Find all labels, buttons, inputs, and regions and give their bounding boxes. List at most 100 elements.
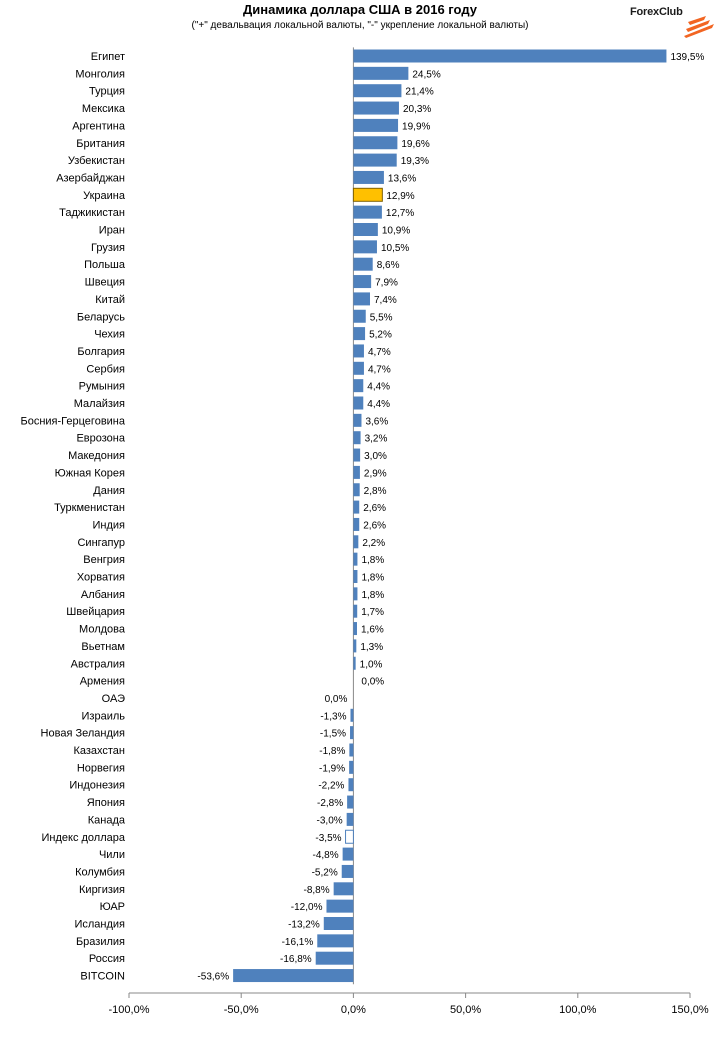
bar-индекс-доллара bbox=[345, 829, 354, 844]
category-label: Дания bbox=[93, 485, 125, 497]
value-label: 19,6% bbox=[401, 139, 429, 150]
bar-турция bbox=[353, 84, 402, 98]
category-label: Израиль bbox=[82, 710, 126, 722]
value-label: -8,8% bbox=[304, 885, 330, 896]
category-label: Молдова bbox=[79, 624, 126, 636]
category-label: Сербия bbox=[86, 363, 125, 375]
value-label: 0,0% bbox=[325, 694, 348, 705]
bar-исландия bbox=[323, 917, 354, 930]
value-label: 4,7% bbox=[368, 364, 391, 375]
bar-грузия bbox=[353, 240, 377, 254]
value-label: -3,0% bbox=[317, 815, 343, 826]
bars bbox=[233, 49, 667, 983]
value-label: 10,5% bbox=[381, 243, 409, 254]
value-label: 21,4% bbox=[405, 87, 433, 98]
value-label: -12,0% bbox=[291, 902, 323, 913]
value-label: 1,8% bbox=[361, 590, 384, 601]
value-label: 4,4% bbox=[367, 382, 390, 393]
value-label: 1,8% bbox=[361, 573, 384, 584]
category-label: Исландия bbox=[74, 919, 125, 931]
bar-польша bbox=[353, 257, 373, 271]
category-label: Польша bbox=[84, 259, 126, 271]
value-label: 1,6% bbox=[361, 625, 384, 636]
bar-беларусь bbox=[353, 309, 366, 323]
category-label: Аргентина bbox=[72, 120, 126, 132]
bar-новая-зеландия bbox=[350, 726, 354, 740]
category-label: ОАЭ bbox=[102, 693, 125, 705]
category-label: Колумбия bbox=[75, 866, 125, 878]
value-label: 5,5% bbox=[370, 312, 393, 323]
category-label: Казахстан bbox=[73, 745, 125, 757]
category-label: Еврозона bbox=[76, 433, 125, 445]
category-label: Австралия bbox=[71, 658, 125, 670]
bar-австралия bbox=[353, 656, 356, 670]
category-label: Вьетнам bbox=[81, 641, 125, 653]
category-label: Сингапур bbox=[77, 537, 125, 549]
bar-македония bbox=[353, 448, 361, 462]
value-label: 12,9% bbox=[386, 191, 414, 202]
bar-египет bbox=[353, 49, 667, 63]
value-label: 7,4% bbox=[374, 295, 397, 306]
x-tick-label: 150,0% bbox=[671, 1004, 709, 1016]
bar-азербайджан bbox=[353, 170, 384, 184]
bar-сингапур bbox=[353, 535, 359, 549]
category-label: Монголия bbox=[75, 68, 125, 80]
value-label: -13,2% bbox=[288, 920, 320, 931]
value-label: -4,8% bbox=[313, 850, 339, 861]
value-label: -1,8% bbox=[319, 746, 345, 757]
category-label: BITCOIN bbox=[80, 971, 125, 983]
x-tick-label: -100,0% bbox=[109, 1004, 150, 1016]
value-label: -16,1% bbox=[282, 937, 314, 948]
value-label: 1,7% bbox=[361, 607, 384, 618]
value-label: -2,8% bbox=[317, 798, 343, 809]
value-label: 2,9% bbox=[364, 468, 387, 479]
x-tick-label: 50,0% bbox=[450, 1004, 481, 1016]
x-axis: -100,0% -50,0% 0,0% 50,0% 100,0% 150,0% bbox=[109, 47, 709, 1016]
bar-аргентина bbox=[353, 118, 399, 132]
bar-канада bbox=[346, 812, 354, 826]
bar-израиль bbox=[350, 708, 354, 722]
value-label: 19,9% bbox=[402, 121, 430, 132]
bar-швейцария bbox=[353, 604, 358, 618]
value-label: 7,9% bbox=[375, 278, 398, 289]
value-label: 8,6% bbox=[377, 260, 400, 271]
category-label: Киргизия bbox=[79, 884, 125, 896]
category-label: Албания bbox=[81, 589, 125, 601]
value-label: 1,8% bbox=[361, 555, 384, 566]
value-label: 3,2% bbox=[365, 434, 388, 445]
category-label: Индия bbox=[92, 519, 125, 531]
bar-узбекистан bbox=[353, 153, 397, 167]
bar-норвегия bbox=[349, 760, 354, 774]
bar-албания bbox=[353, 587, 358, 601]
bar-россия bbox=[315, 951, 354, 965]
value-label: -1,5% bbox=[320, 729, 346, 740]
x-tick-label: -50,0% bbox=[224, 1004, 259, 1016]
logo-text: ForexClub bbox=[630, 6, 683, 18]
bar-китай bbox=[353, 292, 371, 306]
category-label: Украина bbox=[83, 190, 126, 202]
category-label: Новая Зеландия bbox=[41, 728, 125, 740]
bar-малайзия bbox=[353, 396, 364, 410]
bar-украина bbox=[352, 187, 383, 202]
bar-венгрия bbox=[353, 552, 358, 566]
value-label: 3,0% bbox=[364, 451, 387, 462]
category-label: ЮАР bbox=[100, 901, 125, 913]
category-label: Китай bbox=[95, 294, 125, 306]
bar-юар bbox=[326, 899, 354, 913]
chart-title: Динамика доллара США в 2016 году bbox=[243, 2, 477, 17]
category-label: Россия bbox=[89, 953, 125, 965]
bar-туркменистан bbox=[353, 500, 360, 514]
value-label: 1,0% bbox=[360, 659, 383, 670]
value-label: 10,9% bbox=[382, 226, 410, 237]
category-label: Румыния bbox=[79, 381, 125, 393]
bar-босния-герцеговина bbox=[353, 413, 362, 427]
category-label: Чехия bbox=[94, 329, 125, 341]
category-label: Малайзия bbox=[74, 398, 125, 410]
category-label: Чили bbox=[99, 849, 125, 861]
bar-румыния bbox=[353, 379, 364, 393]
category-label: Япония bbox=[87, 797, 125, 809]
category-label: Британия bbox=[76, 138, 125, 150]
bar-иран bbox=[353, 223, 378, 236]
bar-бразилия bbox=[317, 934, 354, 948]
